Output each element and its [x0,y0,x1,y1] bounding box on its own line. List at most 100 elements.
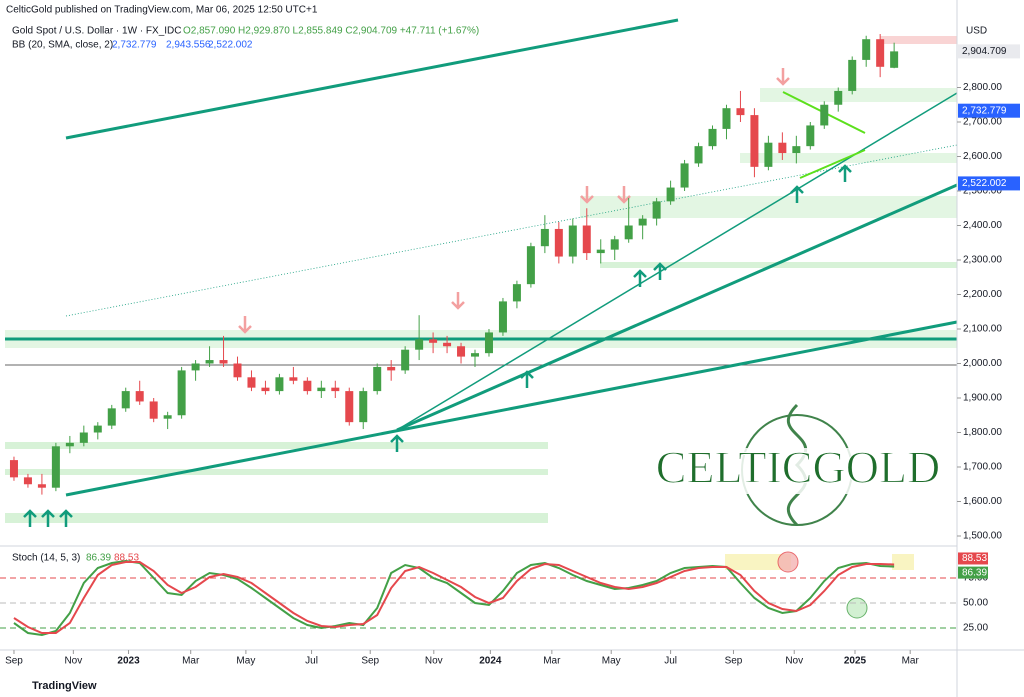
candle-body [9,460,18,478]
x-tick-label: May [236,656,255,667]
symbol: Gold Spot / U.S. Dollar · 1W · FX_IDC [12,26,182,37]
candle-body [554,228,563,257]
bb-value: 2,732.779 [112,40,157,51]
x-tick-label: Sep [5,656,23,667]
candle-body [219,360,228,364]
candle-body [666,187,675,202]
y-tick-label: 2,700.00 [963,117,1002,128]
candle-body [345,391,354,423]
candle-body [415,339,424,350]
y-tick-label: 50.00 [963,598,988,609]
candle-body [694,146,703,164]
candle-body [303,380,312,392]
candle-body [177,370,186,416]
candle-body [121,391,130,409]
candle-body [191,363,200,371]
x-tick-label: 2024 [479,656,502,667]
x-tick-label: Mar [543,656,561,667]
x-tick-label: Sep [361,656,379,667]
candle-body [51,446,60,488]
publisher: CelticGold published on TradingView.com,… [6,5,318,16]
candle-body [387,366,396,371]
price-label: 2,904.709 [962,46,1007,57]
y-tick-label: 2,500.00 [963,186,1002,197]
candle-body [149,401,158,419]
candle-body [163,415,172,419]
x-tick-label: Jul [664,656,677,667]
y-tick-label: 1,500.00 [963,531,1002,542]
candle-body [582,225,591,254]
ohlc: O2,857.090 H2,929.870 L2,855.849 C2,904.… [183,26,479,37]
candle-body [652,201,661,219]
candle-body [610,239,619,250]
legend-label: 86.39 [962,567,987,578]
candle-body [471,353,480,357]
candle-body [890,51,899,68]
candle-body [135,391,144,402]
candle-body [722,108,731,129]
candle-body [540,228,549,247]
candle-body [848,59,857,91]
candle-body [736,108,745,116]
candle-body [79,432,88,443]
x-tick-label: May [602,656,621,667]
y-tick-label: 2,300.00 [963,255,1002,266]
y-tick-label: 1,700.00 [963,462,1002,473]
candle-body [205,360,214,364]
legend-label: 88.53 [962,553,987,564]
y-tick-label: 2,000.00 [963,358,1002,369]
candle-body [806,125,815,147]
price-label-box [958,103,1020,118]
x-tick-label: 2023 [117,656,140,667]
x-tick-label: Nov [785,656,803,667]
candle-body [23,477,32,485]
x-tick-label: Nov [425,656,443,667]
bb-value: 2,522.002 [208,40,253,51]
currency: USD [966,26,987,37]
candle-body [764,142,773,167]
x-tick-label: Sep [725,656,743,667]
x-tick-label: Nov [64,656,82,667]
candle-body [638,218,647,226]
candle-body [65,442,74,447]
candle-body [93,425,102,433]
price-label-box [958,176,1020,191]
stoch-line [13,559,895,637]
y-tick-label: 1,900.00 [963,393,1002,404]
stoch-line [13,561,895,634]
candle-body [37,484,46,488]
candle-body [457,346,466,357]
candle-body [401,349,410,371]
y-tick-label: 2,600.00 [963,151,1002,162]
candle-body [498,301,507,333]
candle-body [680,163,689,188]
candle-body [526,246,535,285]
candle-body [443,342,452,347]
price-label: 2,522.002 [962,178,1007,189]
x-tick-label: Mar [902,656,920,667]
y-tick-label: 2,800.00 [963,82,1002,93]
candle-body [317,387,326,392]
candle-body [596,249,605,254]
y-tick-label: 2,200.00 [963,289,1002,300]
candle-body [275,377,284,392]
candle-body [289,377,298,381]
candle-body [512,284,521,302]
legend-label: 88.53 [114,553,139,564]
candle-body [233,363,242,378]
candle-body [261,387,270,392]
logo: CELTICGOLD [656,442,941,493]
candle-body [429,339,438,343]
bb-title: BB (20, SMA, close, 2) [12,40,113,51]
x-tick-label: Jul [305,656,318,667]
bb-value: 2,943.556 [166,40,211,51]
candle-body [331,387,340,392]
candle-body [624,225,633,240]
candle-body [708,128,717,147]
y-tick-label: 1,800.00 [963,427,1002,438]
y-tick-label: 1,600.00 [963,496,1002,507]
candle-body [778,142,787,154]
stoch-value-box [958,566,988,579]
legend-label: 86.39 [86,553,111,564]
